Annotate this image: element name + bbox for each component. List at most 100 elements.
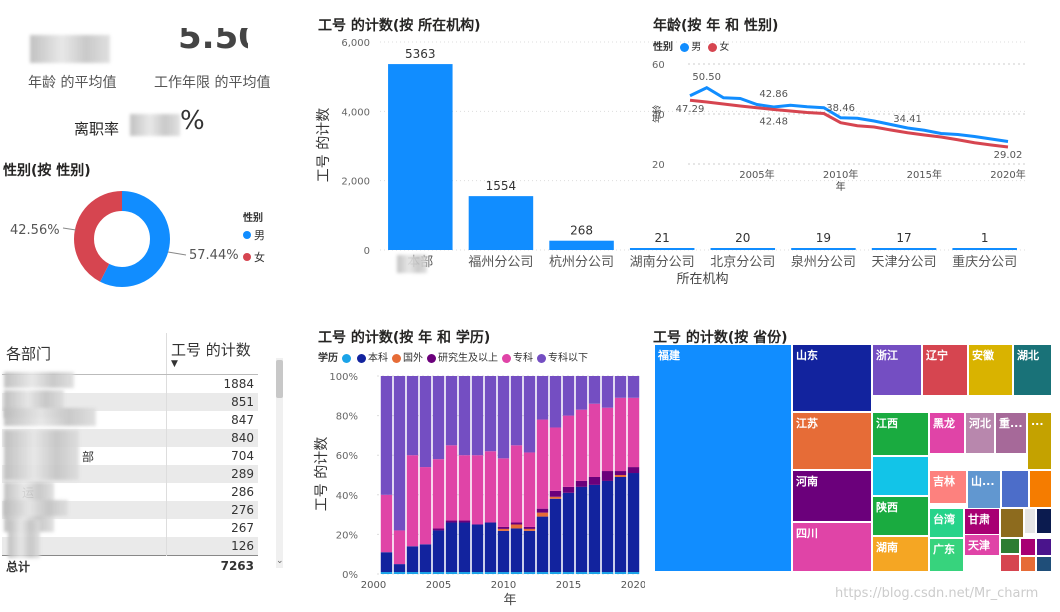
edu-bar-segment[interactable]: [627, 467, 640, 474]
treemap-cell[interactable]: 广东: [929, 538, 964, 572]
edu-bar-segment[interactable]: [419, 544, 432, 573]
edu-bar-segment[interactable]: [432, 530, 445, 573]
age-line-female[interactable]: [689, 98, 1009, 149]
edu-bar-segment[interactable]: [510, 376, 523, 446]
edu-bar-segment[interactable]: [562, 486, 575, 493]
edu-bar-segment[interactable]: [562, 492, 575, 573]
org-bar[interactable]: [952, 248, 1017, 250]
age-legend-male[interactable]: 男: [691, 42, 702, 53]
edu-bar-segment[interactable]: [601, 471, 614, 481]
edu-bar-segment[interactable]: [575, 572, 588, 574]
edu-bar-segment[interactable]: [614, 475, 627, 477]
treemap-cell[interactable]: 吉林: [929, 470, 967, 504]
treemap-cell-unlabeled[interactable]: [1001, 470, 1029, 508]
treemap-cell-unlabeled[interactable]: [872, 456, 929, 496]
edu-bar-segment[interactable]: [432, 376, 445, 460]
treemap-cell-unlabeled[interactable]: [1000, 508, 1024, 538]
legend-male-label[interactable]: 男: [254, 229, 265, 242]
edu-bar-segment[interactable]: [393, 530, 406, 565]
edu-bar-segment[interactable]: [393, 564, 406, 573]
treemap-cell-unlabeled[interactable]: [1036, 556, 1052, 572]
edu-legend-item[interactable]: 国外: [403, 353, 423, 364]
edu-bar-segment[interactable]: [510, 522, 523, 525]
edu-bar-segment[interactable]: [380, 572, 393, 574]
edu-bar-segment[interactable]: [419, 376, 432, 468]
edu-bar-segment[interactable]: [523, 572, 536, 574]
edu-legend-item[interactable]: 研究生及以上: [438, 353, 498, 364]
org-bar[interactable]: [791, 248, 856, 250]
edu-bar-segment[interactable]: [523, 530, 536, 573]
edu-bar-segment[interactable]: [510, 445, 523, 523]
dept-table-row[interactable]: 126: [2, 537, 258, 556]
edu-bar-segment[interactable]: [445, 522, 458, 573]
edu-bar-segment[interactable]: [601, 407, 614, 472]
edu-bar-segment[interactable]: [523, 526, 536, 529]
org-bar[interactable]: [468, 196, 534, 250]
treemap-cell[interactable]: 浙江: [872, 344, 922, 396]
treemap-cell-unlabeled[interactable]: [1036, 508, 1052, 534]
edu-bar-segment[interactable]: [614, 376, 627, 398]
count-header[interactable]: 工号 的计数 ▼: [166, 333, 258, 375]
edu-bar-segment[interactable]: [432, 459, 445, 529]
edu-bar-segment[interactable]: [484, 376, 497, 452]
edu-bar-segment[interactable]: [536, 376, 549, 420]
org-bar[interactable]: [549, 240, 614, 250]
dept-header[interactable]: 各部门: [2, 333, 167, 375]
edu-bar-segment[interactable]: [627, 473, 640, 573]
dept-table-row[interactable]: 840: [2, 429, 258, 447]
treemap-cell[interactable]: 江西: [872, 412, 929, 456]
edu-bar-segment[interactable]: [432, 572, 445, 574]
legend-female-label[interactable]: 女: [254, 250, 265, 264]
edu-bar-segment[interactable]: [406, 455, 419, 547]
edu-bar-segment[interactable]: [614, 397, 627, 472]
edu-bar-segment[interactable]: [562, 572, 575, 574]
edu-bar-segment[interactable]: [484, 522, 497, 573]
treemap-cell[interactable]: 陕西: [872, 496, 929, 536]
treemap-cell[interactable]: 福建: [654, 344, 792, 572]
edu-bar-segment[interactable]: [549, 498, 562, 573]
edu-bar-segment[interactable]: [627, 376, 640, 398]
edu-bar-segment[interactable]: [445, 572, 458, 574]
treemap-cell[interactable]: 辽宁: [922, 344, 968, 396]
edu-bar-segment[interactable]: [523, 452, 536, 527]
treemap-cell[interactable]: 湖南: [872, 536, 929, 572]
edu-bar-segment[interactable]: [562, 415, 575, 487]
edu-bar-segment[interactable]: [536, 516, 549, 573]
treemap-cell[interactable]: 黑龙: [929, 412, 965, 454]
table-scroll-thumb[interactable]: [276, 360, 283, 398]
edu-legend-item[interactable]: 本科: [368, 353, 388, 364]
edu-bar-segment[interactable]: [484, 451, 497, 523]
org-bar[interactable]: [710, 248, 776, 250]
treemap-cell-unlabeled[interactable]: [1029, 470, 1052, 508]
edu-bar-segment[interactable]: [549, 427, 562, 491]
edu-bar-segment[interactable]: [601, 376, 614, 408]
edu-bar-segment[interactable]: [627, 572, 640, 574]
treemap-cell-unlabeled[interactable]: [1024, 508, 1036, 534]
edu-bar-segment[interactable]: [445, 445, 458, 521]
treemap-cell[interactable]: 台湾: [929, 508, 964, 538]
edu-bar-segment[interactable]: [523, 528, 536, 531]
scroll-down-icon[interactable]: ⌄: [276, 556, 284, 566]
edu-bar-segment[interactable]: [588, 403, 601, 477]
treemap-cell[interactable]: 甘肃: [964, 508, 1000, 536]
edu-bar-segment[interactable]: [445, 520, 458, 523]
edu-bar-segment[interactable]: [471, 524, 484, 573]
edu-bar-segment[interactable]: [588, 376, 601, 404]
edu-bar-segment[interactable]: [471, 572, 484, 574]
treemap-cell-unlabeled[interactable]: [1020, 556, 1036, 572]
treemap-cell[interactable]: 重...: [995, 412, 1027, 454]
org-bar[interactable]: [629, 248, 695, 250]
edu-bar-segment[interactable]: [614, 572, 627, 574]
treemap-cell[interactable]: 河北: [965, 412, 995, 454]
edu-bar-segment[interactable]: [575, 409, 588, 481]
treemap-cell[interactable]: 江苏: [792, 412, 872, 470]
edu-bar-segment[interactable]: [458, 522, 471, 573]
edu-bar-segment[interactable]: [458, 455, 471, 521]
edu-bar-segment[interactable]: [419, 467, 432, 545]
treemap-cell[interactable]: 四川: [792, 522, 872, 572]
edu-bar-segment[interactable]: [601, 572, 614, 574]
edu-bar-segment[interactable]: [562, 376, 575, 416]
edu-bar-segment[interactable]: [510, 528, 523, 573]
edu-bar-segment[interactable]: [406, 546, 419, 573]
edu-bar-segment[interactable]: [549, 496, 562, 499]
